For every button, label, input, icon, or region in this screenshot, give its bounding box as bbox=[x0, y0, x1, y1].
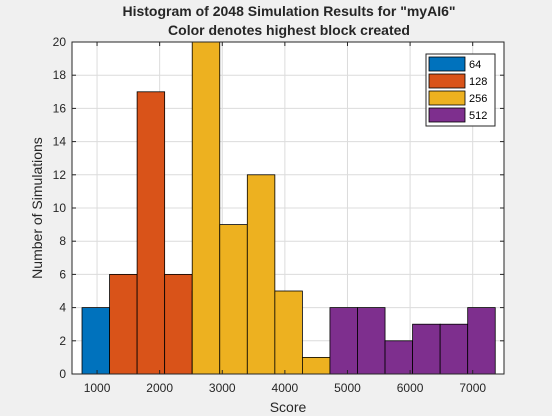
histogram-bar-512 bbox=[357, 307, 386, 375]
histogram-bar-128 bbox=[164, 273, 193, 375]
histogram-bar-512 bbox=[439, 323, 469, 375]
y-tick-label: 0 bbox=[59, 367, 66, 381]
histogram-bar-256 bbox=[274, 290, 303, 375]
histogram-bar-512 bbox=[329, 307, 358, 375]
y-tick-label: 12 bbox=[53, 168, 67, 182]
axis-ticks bbox=[72, 41, 504, 375]
x-tick-label: 1000 bbox=[84, 381, 111, 395]
legend-swatch-256 bbox=[428, 90, 466, 106]
y-tick-label: 2 bbox=[59, 334, 66, 348]
x-tick-label: 7000 bbox=[459, 381, 486, 395]
histogram-bar-512 bbox=[412, 323, 441, 375]
axis-tick-labels: 1000 2000 3000 4000 5000 6000 7000 0 2 4 6 8 10 12 14 1… bbox=[53, 35, 487, 395]
chart-subtitle: Color denotes highest block created bbox=[168, 22, 410, 38]
x-tick-label: 2000 bbox=[146, 381, 173, 395]
x-tick-label: 6000 bbox=[397, 381, 424, 395]
legend-label-128: 128 bbox=[469, 76, 487, 88]
x-tick-label: 3000 bbox=[209, 381, 236, 395]
histogram-bar-512 bbox=[467, 307, 496, 375]
x-tick-label: 5000 bbox=[334, 381, 361, 395]
histogram-bar-256 bbox=[219, 224, 248, 375]
y-tick-label: 4 bbox=[59, 301, 66, 315]
y-tick-label: 6 bbox=[59, 267, 66, 281]
legend-label-256: 256 bbox=[469, 93, 487, 105]
histogram-bars bbox=[81, 41, 496, 375]
histogram-bar-256 bbox=[246, 174, 276, 375]
x-axis-label: Score bbox=[270, 399, 307, 415]
histogram-bar-512 bbox=[384, 340, 413, 375]
y-tick-label: 20 bbox=[53, 35, 67, 49]
x-tick-label: 4000 bbox=[272, 381, 299, 395]
y-tick-label: 8 bbox=[59, 234, 66, 248]
chart-title: Histogram of 2048 Simulation Results for… bbox=[122, 3, 455, 19]
y-tick-label: 16 bbox=[53, 101, 67, 115]
histogram-bar-256 bbox=[191, 41, 221, 375]
legend-label-64: 64 bbox=[469, 59, 481, 71]
legend-swatch-64 bbox=[428, 56, 466, 72]
y-axis-label: Number of Simulations bbox=[29, 137, 45, 279]
histogram-bar-128 bbox=[136, 91, 166, 375]
histogram-bar-64 bbox=[81, 307, 110, 375]
legend-label-512: 512 bbox=[469, 110, 487, 122]
y-tick-label: 14 bbox=[53, 135, 67, 149]
y-tick-label: 10 bbox=[53, 201, 67, 215]
histogram-bar-128 bbox=[109, 273, 138, 375]
y-tick-label: 18 bbox=[53, 68, 67, 82]
legend-swatch-512 bbox=[428, 107, 466, 123]
legend: 64 128 256 512 bbox=[425, 53, 496, 127]
histogram-bar-256 bbox=[301, 356, 331, 375]
legend-swatch-128 bbox=[428, 73, 466, 89]
